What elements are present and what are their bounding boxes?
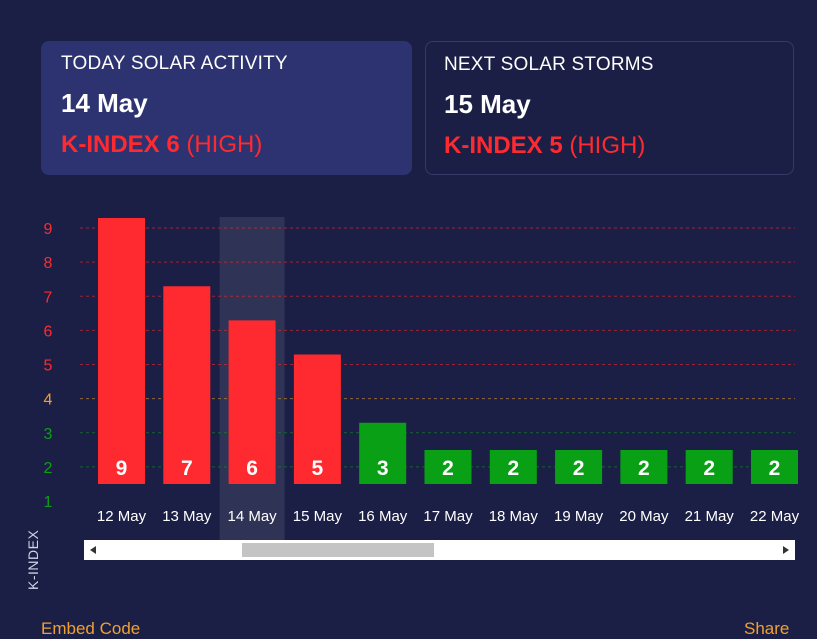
bar-value-label: 7	[181, 457, 193, 480]
today-kindex-level: (HIGH)	[186, 131, 263, 158]
bar-value-label: 5	[312, 457, 324, 480]
x-tick-label: 15 May	[293, 508, 343, 525]
y-tick-label: 4	[44, 392, 53, 409]
today-card-kindex: K-INDEX 6 (HIGH)	[61, 131, 392, 159]
bar	[359, 422, 407, 484]
y-tick-label: 9	[44, 221, 53, 238]
bar-value-label: 3	[377, 457, 389, 480]
bar-value-label: 2	[507, 457, 519, 480]
today-card-title: TODAY SOLAR ACTIVITY	[61, 53, 288, 74]
scroll-right-arrow-icon[interactable]	[779, 540, 793, 560]
bar	[293, 354, 341, 484]
embed-code-link[interactable]: Embed Code	[41, 619, 141, 638]
bar-value-label: 2	[573, 457, 585, 480]
next-kindex-level: (HIGH)	[569, 132, 646, 159]
bar	[555, 450, 603, 484]
bar	[751, 450, 798, 484]
today-solar-activity-card: TODAY SOLAR ACTIVITY 14 May K-INDEX 6 (H…	[41, 41, 412, 175]
x-tick-label: 19 May	[554, 508, 604, 525]
bar-value-label: 2	[442, 457, 454, 480]
today-card-date: 14 May	[61, 88, 148, 118]
bar	[489, 450, 537, 484]
y-tick-label: 2	[44, 460, 53, 477]
y-axis-label: K-INDEX	[25, 529, 41, 590]
next-card-kindex: K-INDEX 5 (HIGH)	[444, 132, 773, 160]
bar	[98, 218, 145, 484]
bar-value-label: 2	[703, 457, 715, 480]
y-tick-label: 3	[44, 426, 53, 443]
x-tick-label: 17 May	[423, 508, 473, 525]
bar	[620, 450, 668, 484]
bar-value-label: 9	[116, 457, 128, 480]
y-tick-label: 5	[44, 358, 53, 375]
next-solar-storms-card: NEXT SOLAR STORMS 15 May K-INDEX 5 (HIGH…	[425, 41, 794, 175]
x-tick-label: 20 May	[619, 508, 669, 525]
bar	[163, 286, 211, 484]
y-tick-label: 7	[44, 289, 53, 306]
x-tick-label: 22 May	[750, 508, 800, 525]
next-card-title: NEXT SOLAR STORMS	[444, 54, 654, 75]
x-tick-label: 13 May	[162, 508, 212, 525]
x-tick-label: 16 May	[358, 508, 408, 525]
bar	[228, 320, 276, 484]
bar-value-label: 6	[246, 457, 258, 480]
share-link[interactable]: Share	[744, 619, 790, 638]
scroll-left-arrow-icon[interactable]	[86, 540, 100, 560]
x-tick-label: 18 May	[489, 508, 539, 525]
x-tick-label: 12 May	[97, 508, 147, 525]
x-tick-label: 14 May	[227, 508, 277, 525]
bar-value-label: 2	[769, 457, 781, 480]
today-kindex-value: K-INDEX 6	[61, 131, 180, 158]
bar	[685, 450, 733, 484]
scrollbar-thumb[interactable]	[242, 543, 434, 557]
x-tick-label: 21 May	[685, 508, 735, 525]
y-tick-label: 1	[44, 494, 53, 511]
k-index-bar-chart: 1 2 3 4 5 6 7 8 9 9 12 May 7 13 May 6 14 May 5 15 May 3 16…	[44, 217, 800, 540]
y-tick-label: 6	[44, 323, 53, 340]
bar-value-label: 2	[638, 457, 650, 480]
bar	[424, 450, 472, 484]
chart-scrollbar[interactable]	[84, 540, 795, 560]
next-kindex-value: K-INDEX 5	[444, 132, 563, 159]
next-card-date: 15 May	[444, 89, 531, 119]
y-tick-label: 8	[44, 255, 53, 272]
